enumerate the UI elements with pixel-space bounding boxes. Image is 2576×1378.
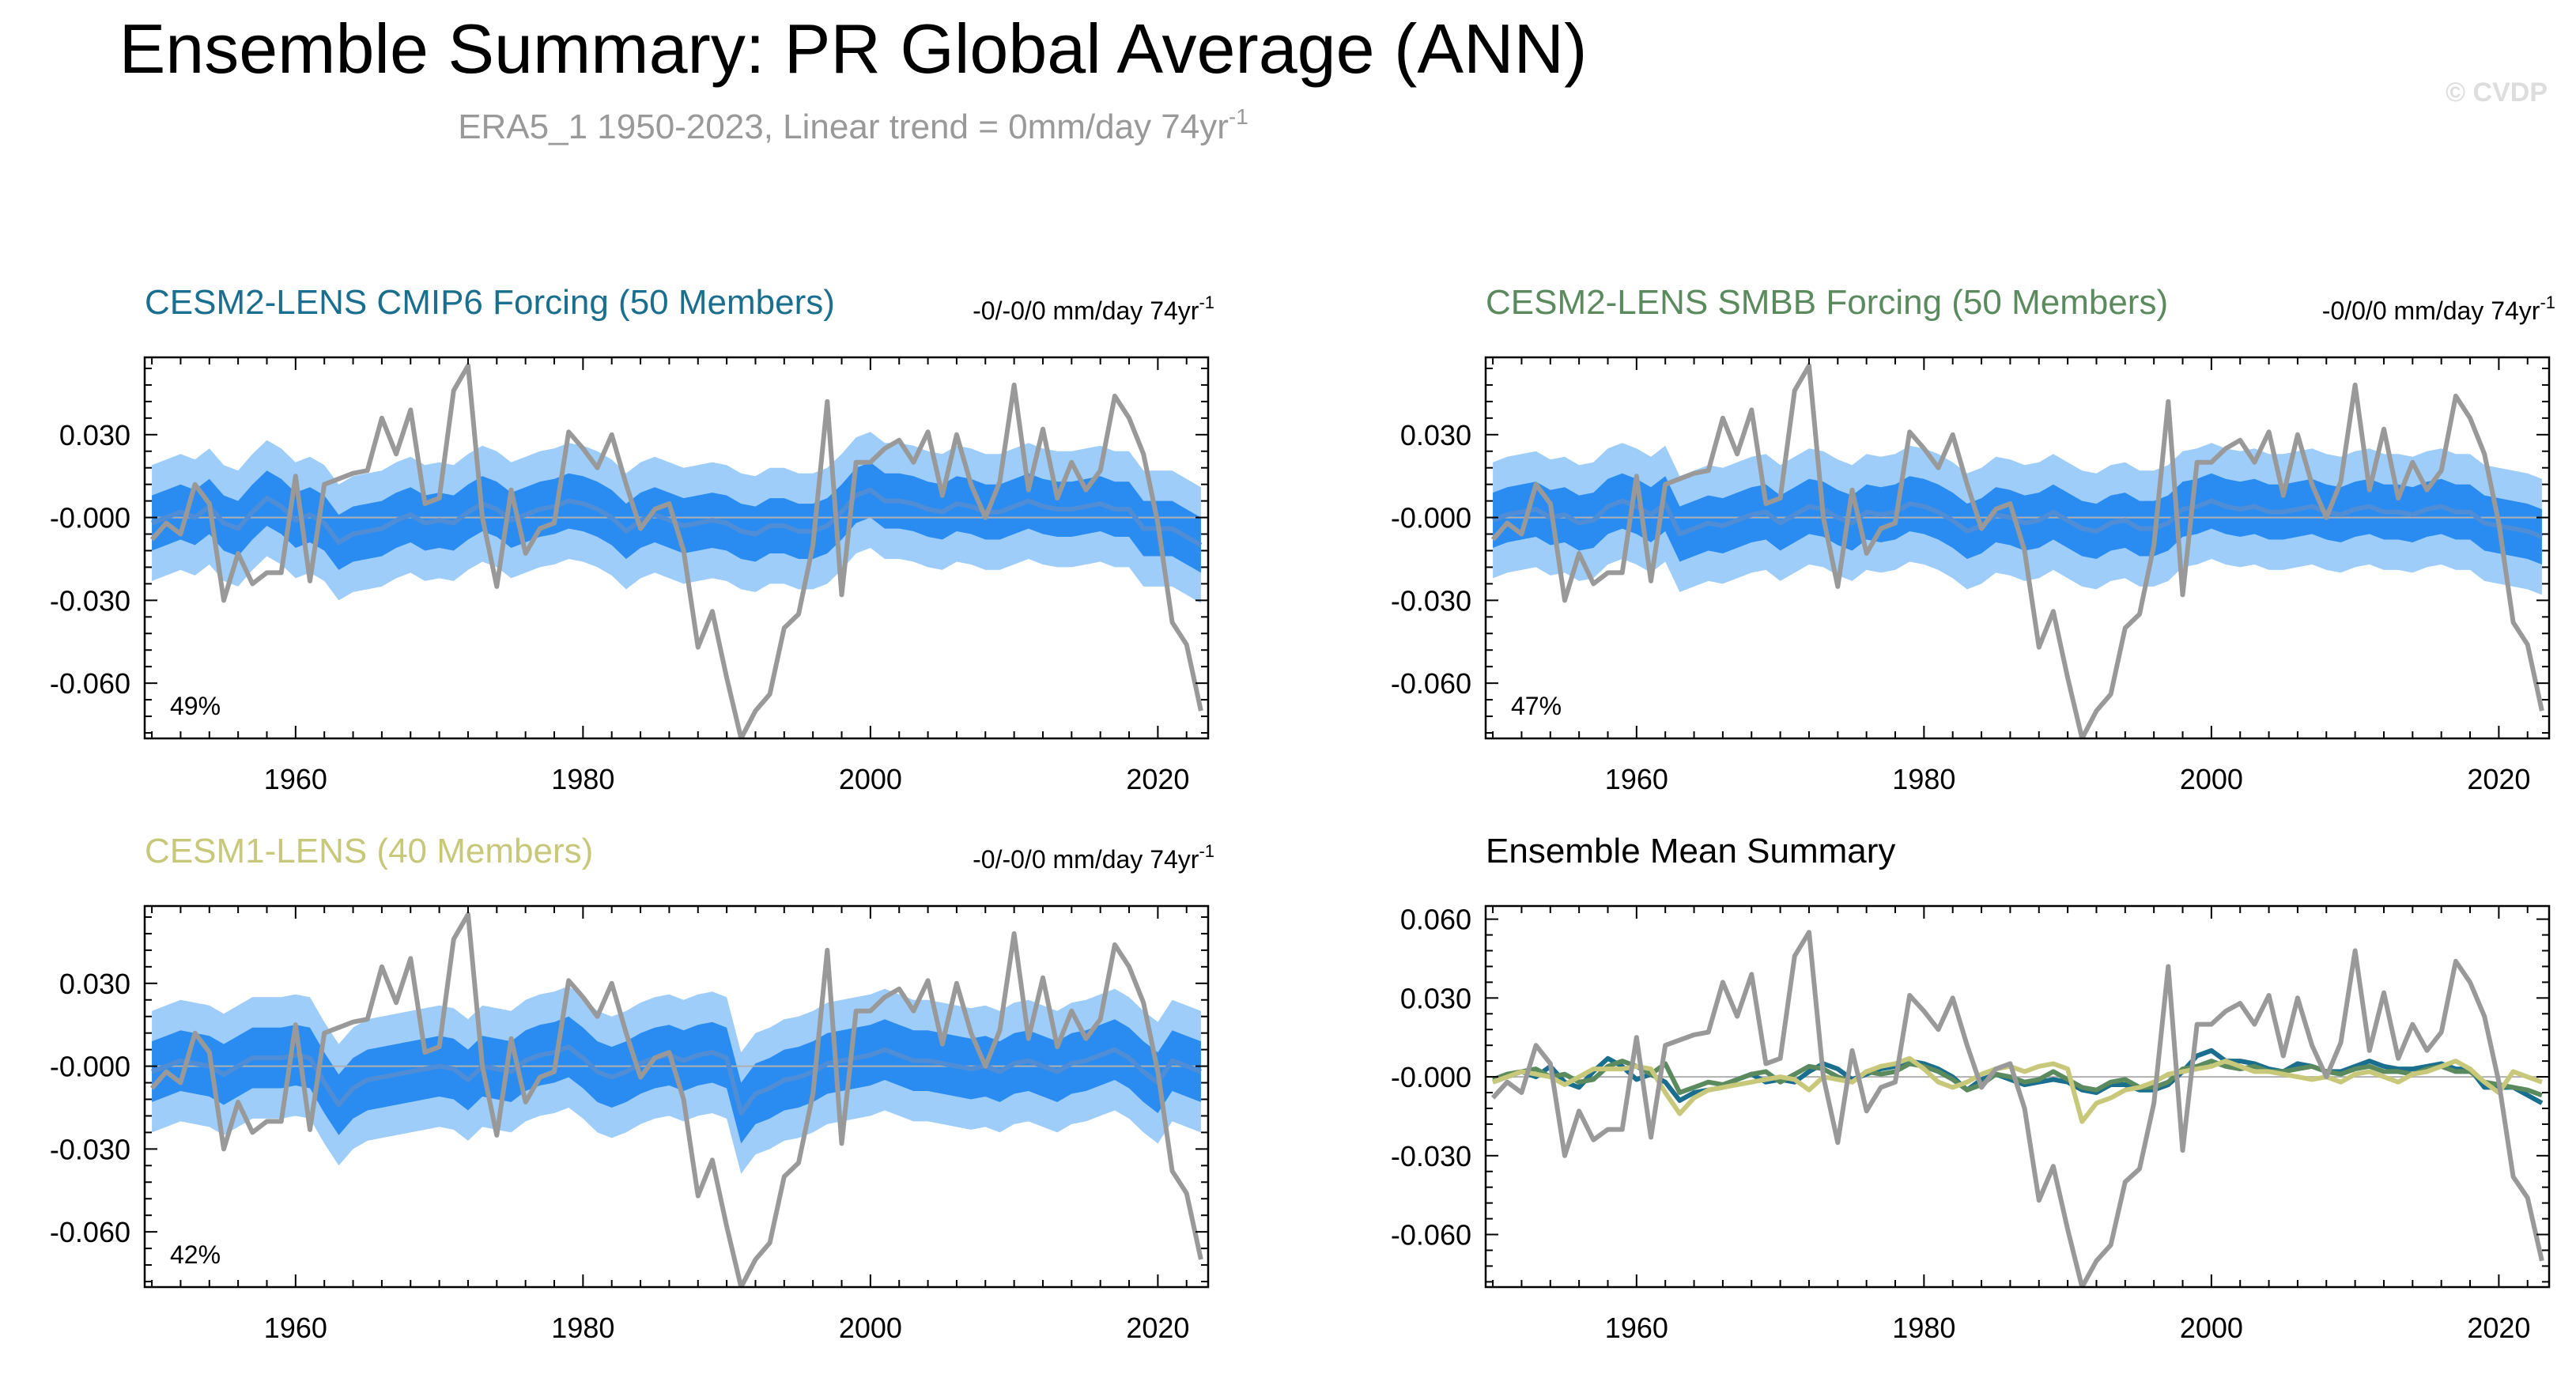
trend-label: -0/-0/0 mm/day 74yr-1 — [973, 841, 1214, 874]
x-tick-label: 2000 — [839, 1312, 902, 1344]
plot-frame — [143, 356, 1210, 740]
x-tick-label: 1980 — [551, 1312, 614, 1344]
x-tick-label: 1980 — [551, 763, 614, 795]
trend-sup: -1 — [1199, 293, 1214, 312]
x-tick-label: 2020 — [1126, 763, 1189, 795]
x-tick-label: 2020 — [2467, 763, 2530, 795]
chart-panel-3: 0.030 -0.000 -0.030 -0.060 1960 1980 2000 2020 C… — [50, 832, 1214, 1344]
trend-label: -0/0/0 mm/day 74yr-1 — [2322, 293, 2555, 325]
y-tick-label: 0.030 — [1400, 982, 1471, 1014]
y-tick-label: -0.060 — [50, 1216, 130, 1248]
y-tick-label: -0.000 — [50, 1051, 130, 1083]
panel-title: Ensemble Mean Summary — [1486, 832, 1895, 870]
y-tick-label: -0.030 — [50, 584, 130, 617]
y-tick-label: 0.060 — [1400, 904, 1471, 936]
trend-main: -0/-0/0 mm/day 74yr — [973, 296, 1199, 325]
trend-sup: -1 — [1199, 841, 1214, 861]
panel-title: CESM2-LENS CMIP6 Forcing (50 Members) — [145, 283, 835, 322]
y-tick-label: 0.030 — [59, 419, 130, 451]
x-tick-label: 1960 — [264, 763, 327, 795]
ensemble-mean-line — [151, 1044, 1202, 1116]
observed-line — [1490, 363, 2544, 738]
chart-panel-2: 0.030 -0.000 -0.030 -0.060 1960 1980 2000 2020 C… — [1391, 283, 2555, 795]
y-tick-label: 0.030 — [59, 968, 130, 1000]
trend-main: -0/-0/0 mm/day 74yr — [973, 845, 1199, 874]
y-tick-label: -0.060 — [1391, 667, 1471, 700]
panels: 0.030 -0.000 -0.030 -0.060 1960 1980 2000 2020 C… — [50, 283, 2555, 1344]
series-line-cesm1-lens — [1492, 1055, 2543, 1124]
y-tick-label: -0.030 — [1391, 1140, 1471, 1172]
plot-frame — [1484, 904, 2551, 1289]
y-tick-label: -0.060 — [50, 667, 130, 700]
y-tick-label: -0.000 — [1391, 1061, 1471, 1093]
figure-title: Ensemble Summary: PR Global Average (ANN… — [119, 9, 1588, 88]
x-tick-label: 1980 — [1892, 763, 1955, 795]
subtitle-sup: -1 — [1229, 104, 1248, 129]
percent-label: 49% — [170, 692, 221, 720]
x-tick-label: 1960 — [1605, 763, 1668, 795]
panel-title: CESM2-LENS SMBB Forcing (50 Members) — [1486, 283, 2168, 322]
y-tick-label: -0.060 — [1391, 1219, 1471, 1252]
plot-frame — [1484, 356, 2551, 740]
x-tick-label: 2000 — [839, 763, 902, 795]
y-tick-label: 0.030 — [1400, 419, 1471, 451]
y-tick-label: -0.000 — [1391, 502, 1471, 534]
x-tick-label: 2020 — [1126, 1312, 1189, 1344]
x-tick-label: 1960 — [1605, 1312, 1668, 1344]
observed-line — [149, 363, 1203, 738]
x-tick-label: 2020 — [2467, 1312, 2530, 1344]
observed-line — [149, 912, 1203, 1287]
subtitle-main: ERA5_1 1950-2023, Linear trend = 0mm/day… — [458, 108, 1229, 146]
trend-sup: -1 — [2540, 293, 2555, 312]
trend-label: -0/-0/0 mm/day 74yr-1 — [973, 293, 1214, 325]
percent-label: 47% — [1511, 692, 1562, 720]
plot-area — [1486, 930, 2549, 1287]
y-tick-label: -0.030 — [50, 1133, 130, 1165]
x-tick-label: 1980 — [1892, 1312, 1955, 1344]
y-tick-label: -0.000 — [50, 502, 130, 534]
observed-line — [1490, 930, 2544, 1287]
chart-panel-4: 0.060 0.030 -0.000 -0.030 -0.060 1960 1980 2000… — [1391, 832, 2551, 1344]
panel-title: CESM1-LENS (40 Members) — [145, 832, 593, 870]
trend-main: -0/0/0 mm/day 74yr — [2322, 296, 2540, 325]
percent-label: 42% — [170, 1240, 221, 1269]
chart-panel-1: 0.030 -0.000 -0.030 -0.060 1960 1980 2000 2020 C… — [50, 283, 1214, 795]
y-tick-label: -0.030 — [1391, 584, 1471, 617]
figure-subtitle: ERA5_1 1950-2023, Linear trend = 0mm/day… — [458, 104, 1248, 146]
plot-area — [145, 363, 1208, 738]
x-tick-label: 2000 — [2180, 763, 2243, 795]
x-tick-label: 2000 — [2180, 1312, 2243, 1344]
plot-area — [145, 912, 1208, 1287]
x-tick-label: 1960 — [264, 1312, 327, 1344]
plot-frame — [143, 904, 1210, 1289]
watermark: © CVDP — [2446, 77, 2548, 108]
plot-area — [1486, 363, 2549, 738]
